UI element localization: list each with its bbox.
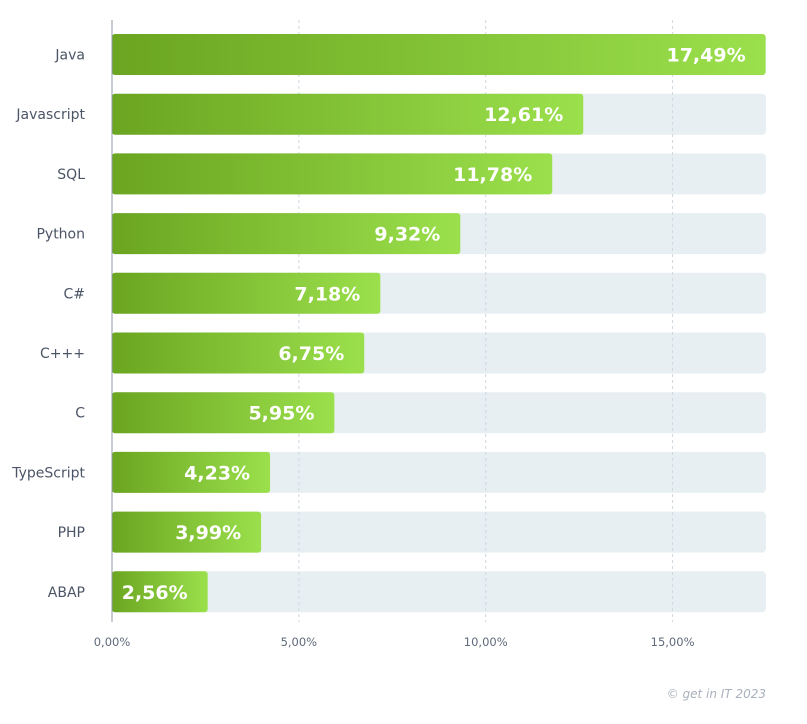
- bar-value-label: 11,78%: [453, 164, 532, 186]
- category-label: TypeScript: [11, 465, 85, 481]
- bar-typescript: [112, 451, 271, 493]
- bar-value-label: 12,61%: [484, 104, 563, 126]
- category-label: C: [75, 406, 85, 422]
- bar-value-label: 5,95%: [248, 403, 314, 425]
- x-tick-label: 5,00%: [281, 635, 318, 649]
- bar-value-label: 3,99%: [175, 522, 241, 544]
- copyright-credit: © get in IT 2023: [667, 687, 766, 701]
- bar-value-label: 17,49%: [666, 45, 745, 67]
- category-label: Python: [36, 227, 85, 243]
- bar-python: [112, 213, 461, 255]
- bar-track: [112, 451, 766, 493]
- bar-php: [112, 511, 262, 553]
- category-label: ABAP: [48, 585, 85, 601]
- category-label: C#: [63, 286, 85, 302]
- category-label: SQL: [57, 167, 85, 183]
- bar-java: [112, 34, 766, 75]
- x-tick-label: 15,00%: [651, 635, 695, 649]
- bar-c: [112, 332, 365, 374]
- x-tick-label: 10,00%: [464, 635, 508, 649]
- bar-value-label: 2,56%: [122, 582, 188, 604]
- category-label: Java: [54, 48, 85, 64]
- bar-track: [112, 511, 766, 553]
- bar-abap: [112, 571, 208, 613]
- bar-value-label: 4,23%: [184, 462, 250, 484]
- bar-value-label: 9,32%: [374, 224, 440, 246]
- bar-value-label: 7,18%: [294, 283, 360, 305]
- x-tick-label: 0,00%: [94, 635, 131, 649]
- bar-sql: [112, 153, 553, 195]
- bar-c: [112, 392, 335, 434]
- bar-c: [112, 272, 381, 314]
- category-label: Javascript: [15, 107, 85, 123]
- bar-javascript: [112, 93, 584, 135]
- bar-track: [112, 571, 766, 613]
- category-label: C+++: [40, 346, 85, 362]
- category-label: PHP: [58, 525, 85, 541]
- bar-value-label: 6,75%: [278, 343, 344, 365]
